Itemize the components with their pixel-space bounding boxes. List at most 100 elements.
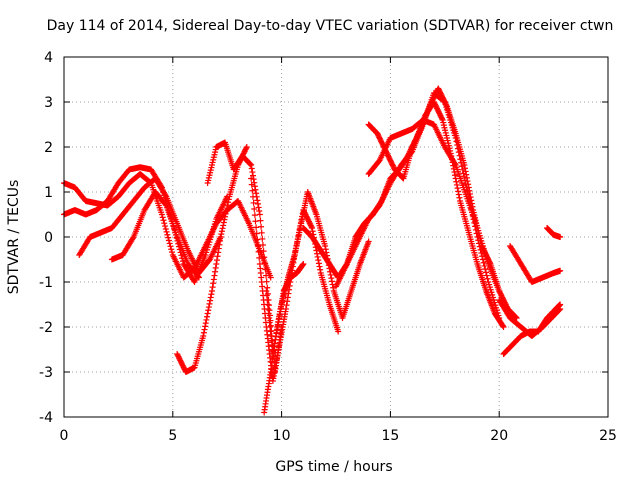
data-point <box>484 275 491 282</box>
data-point <box>213 257 220 264</box>
data-point <box>453 178 460 185</box>
x-axis-label: GPS time / hours <box>275 459 392 475</box>
data-point <box>256 207 263 214</box>
data-point <box>165 237 172 244</box>
data-point <box>243 144 250 150</box>
data-point <box>213 261 220 267</box>
data-point <box>208 291 215 298</box>
data-point <box>266 302 273 309</box>
data-point <box>195 273 202 280</box>
data-point <box>162 223 169 230</box>
marks-layer <box>61 85 564 416</box>
data-point <box>512 314 519 321</box>
data-point <box>206 300 213 307</box>
data-point <box>162 201 169 208</box>
data-point <box>165 234 172 241</box>
data-point <box>225 196 232 203</box>
data-point <box>249 187 256 194</box>
data-point <box>225 199 232 206</box>
data-point <box>500 324 507 330</box>
data-point <box>264 284 271 291</box>
data-point <box>247 161 254 168</box>
data-point <box>159 214 166 221</box>
data-point <box>168 246 175 253</box>
data-point <box>259 235 266 242</box>
data-point <box>439 115 446 122</box>
data-point <box>482 266 489 273</box>
x-tick-label: 25 <box>599 428 617 444</box>
data-point <box>161 220 168 227</box>
data-point <box>314 253 321 260</box>
x-tick-label: 10 <box>273 428 291 444</box>
data-point <box>455 188 462 195</box>
data-point <box>203 316 210 323</box>
data-point <box>248 175 255 182</box>
data-point <box>220 222 227 229</box>
data-point <box>217 237 224 244</box>
plot-frame <box>63 56 609 418</box>
data-point <box>328 278 335 285</box>
data-point <box>322 246 329 253</box>
data-point <box>218 231 225 238</box>
data-point <box>216 241 223 248</box>
data-point <box>205 307 212 314</box>
data-point <box>210 276 217 283</box>
series-track-i <box>261 261 307 416</box>
data-point <box>462 165 469 172</box>
data-point <box>208 288 215 294</box>
data-point <box>207 294 214 301</box>
data-point <box>162 192 169 199</box>
data-point <box>263 272 270 279</box>
data-point <box>252 186 259 193</box>
data-point <box>267 322 274 329</box>
data-point <box>512 313 519 320</box>
data-point <box>179 258 186 265</box>
y-tick-label: 3 <box>44 95 53 111</box>
data-point <box>251 212 258 219</box>
data-point <box>207 297 214 304</box>
data-point <box>463 174 470 181</box>
data-point <box>254 200 261 207</box>
series-track-p <box>507 243 564 285</box>
data-point <box>464 178 471 185</box>
data-point <box>456 194 463 201</box>
data-point <box>282 306 289 312</box>
chart-title: Day 114 of 2014, Sidereal Day-to-day VTE… <box>47 18 614 34</box>
data-point <box>482 269 489 276</box>
data-point <box>261 254 268 261</box>
data-point <box>465 181 472 188</box>
data-point <box>162 225 169 232</box>
data-point <box>322 243 329 249</box>
data-point <box>200 329 207 336</box>
data-point <box>222 213 229 220</box>
data-point <box>285 290 292 297</box>
data-point <box>455 191 462 198</box>
data-point <box>300 261 307 267</box>
series-track-l <box>365 85 520 321</box>
data-point <box>212 264 219 271</box>
data-point <box>256 254 263 261</box>
data-point <box>253 230 260 237</box>
data-point <box>249 169 256 176</box>
data-point <box>462 168 469 175</box>
data-point <box>202 323 209 330</box>
data-point <box>223 207 230 214</box>
data-point <box>214 253 221 260</box>
data-point <box>250 199 257 206</box>
data-point <box>251 183 258 190</box>
data-point <box>253 224 260 231</box>
data-point <box>315 257 322 264</box>
data-point <box>195 274 202 281</box>
data-point <box>317 266 324 273</box>
data-point <box>479 256 486 263</box>
data-point <box>284 298 291 305</box>
data-point <box>258 223 265 230</box>
data-point <box>252 218 259 225</box>
series-track-a <box>61 171 274 281</box>
data-point <box>255 204 262 211</box>
y-tick-label: -3 <box>39 365 53 381</box>
x-tick-label: 15 <box>381 428 399 444</box>
data-point <box>215 249 222 256</box>
data-point <box>246 160 253 167</box>
